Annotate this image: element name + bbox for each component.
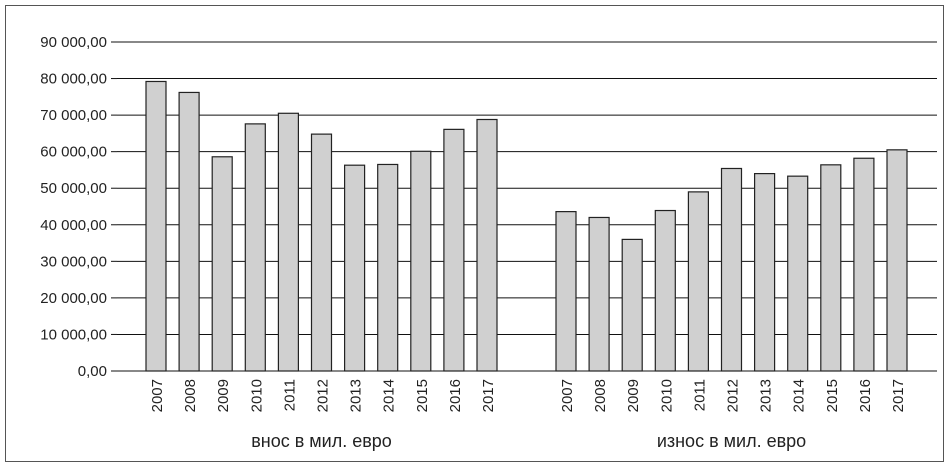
bar-import-2015 [410, 150, 432, 372]
y-tick-label: 50 000,00 [40, 180, 107, 197]
y-tick-label: 30 000,00 [40, 253, 107, 270]
bar-import-2008 [178, 91, 200, 372]
x-tick-label: 2017 [890, 379, 907, 412]
bar-import-2009 [211, 156, 233, 372]
gridlines [111, 41, 937, 372]
bar-import-2010 [244, 123, 266, 372]
y-tick-label: 40 000,00 [40, 217, 107, 234]
bar-export-2010 [654, 209, 676, 372]
bar-import-2012 [310, 133, 333, 372]
x-tick-label: 2016 [447, 379, 464, 412]
y-tick-label: 60 000,00 [40, 144, 107, 161]
bar-import-2016 [443, 128, 465, 372]
bar-export-2008 [588, 216, 610, 372]
x-tick-label: 2016 [857, 379, 874, 412]
x-tick-label: 2009 [215, 379, 232, 412]
bar-import-2017 [476, 118, 498, 372]
x-tick-label: 2008 [592, 379, 609, 412]
y-tick-label: 0,00 [78, 363, 107, 380]
bars [145, 80, 908, 372]
group-labels: внос в мил. евро износ в мил. евро [251, 431, 806, 451]
bar-export-2017 [886, 149, 908, 372]
bar-export-2009 [621, 238, 643, 372]
x-tick-label: 2012 [315, 379, 332, 412]
y-tick-label: 90 000,00 [40, 34, 107, 51]
bar-chart: 0,00 10 000,00 20 000,00 30 000,00 40 000,00… [40, 34, 937, 451]
bar-export-2007 [555, 211, 577, 372]
x-tick-label: 2017 [480, 379, 497, 412]
y-tick-label: 70 000,00 [40, 107, 107, 124]
bar-import-2014 [377, 163, 399, 372]
x-tick-label: 2014 [381, 379, 398, 412]
x-tick-label: 2013 [348, 379, 365, 412]
x-tick-label: 2011 [691, 379, 708, 411]
y-tick-label: 80 000,00 [40, 71, 107, 88]
x-tick-label: 2010 [658, 379, 675, 412]
bar-import-2013 [344, 164, 366, 372]
x-tick-label: 2009 [625, 379, 642, 412]
y-axis-ticks: 0,00 10 000,00 20 000,00 30 000,00 40 000,00… [40, 34, 107, 380]
bar-export-2011 [687, 191, 710, 372]
bar-export-2014 [787, 175, 809, 372]
x-tick-label: 2014 [791, 379, 808, 412]
y-tick-label: 20 000,00 [40, 290, 107, 307]
x-tick-label: 2007 [149, 379, 166, 412]
y-tick-label: 10 000,00 [40, 326, 107, 343]
x-tick-label: 2015 [824, 379, 841, 412]
bar-export-2015 [820, 164, 842, 372]
group-label-export: износ в мил. евро [657, 431, 806, 451]
x-tick-label: 2012 [725, 379, 742, 412]
bar-export-2016 [853, 157, 875, 372]
bar-export-2013 [753, 173, 776, 372]
x-tick-label: 2007 [559, 379, 576, 412]
x-tick-label: 2011 [281, 379, 298, 411]
group-label-import: внос в мил. евро [251, 431, 392, 451]
x-axis-labels: 2007 2008 2009 2010 2011 2012 2013 2014 2015 2016… [149, 379, 907, 412]
x-tick-label: 2015 [414, 379, 431, 412]
x-tick-label: 2013 [758, 379, 775, 412]
chart-frame: 0,00 10 000,00 20 000,00 30 000,00 40 000,00… [5, 5, 944, 462]
bar-import-2007 [145, 80, 167, 372]
bar-import-2011 [277, 112, 299, 372]
bar-export-2012 [720, 167, 743, 372]
x-tick-label: 2008 [182, 379, 199, 412]
x-tick-label: 2010 [248, 379, 265, 412]
